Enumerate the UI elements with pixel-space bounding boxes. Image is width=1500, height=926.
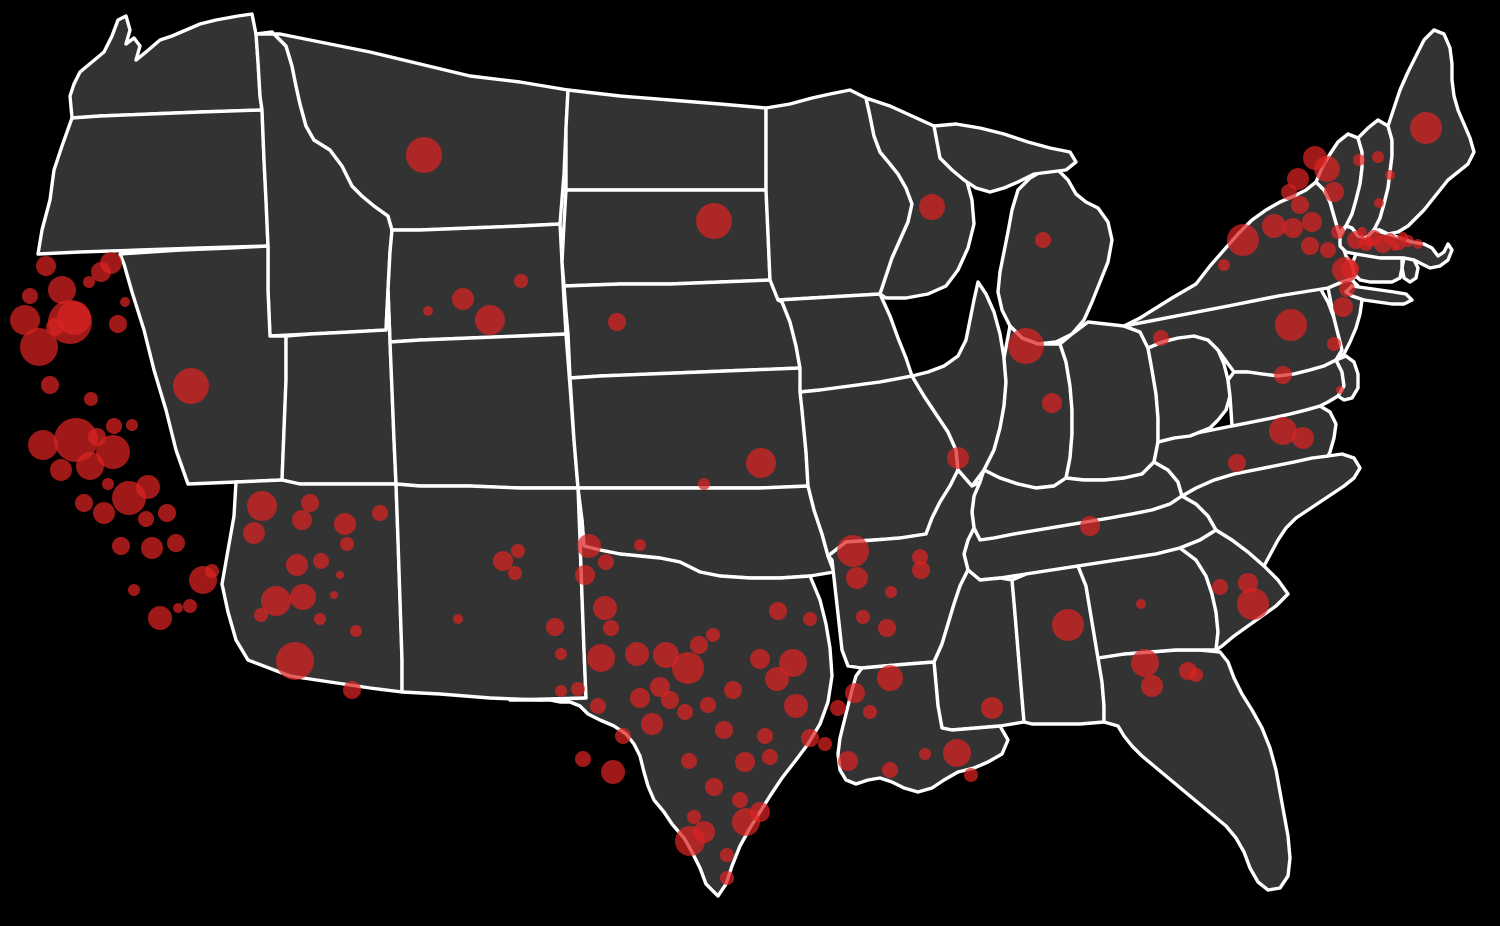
state-oregon <box>36 108 270 256</box>
state-nebraska <box>562 278 802 380</box>
state-michigan-upper <box>932 122 1078 194</box>
state-wyoming <box>386 222 568 344</box>
state-ohio <box>1058 320 1160 482</box>
state-nevada <box>118 244 288 486</box>
state-florida <box>1096 648 1292 892</box>
state-new-mexico <box>394 482 588 702</box>
state-michigan-lower <box>996 168 1114 346</box>
state-delaware <box>1334 354 1360 402</box>
state-colorado <box>388 332 580 490</box>
state-kansas <box>568 366 810 490</box>
state-connecticut <box>1350 252 1404 284</box>
states-group <box>36 12 1476 898</box>
state-maine <box>1372 28 1476 236</box>
state-arizona <box>220 478 404 694</box>
state-north-dakota <box>564 88 768 192</box>
state-washington <box>68 12 264 120</box>
state-south-dakota <box>560 188 772 288</box>
state-rhode-island <box>1400 256 1420 284</box>
